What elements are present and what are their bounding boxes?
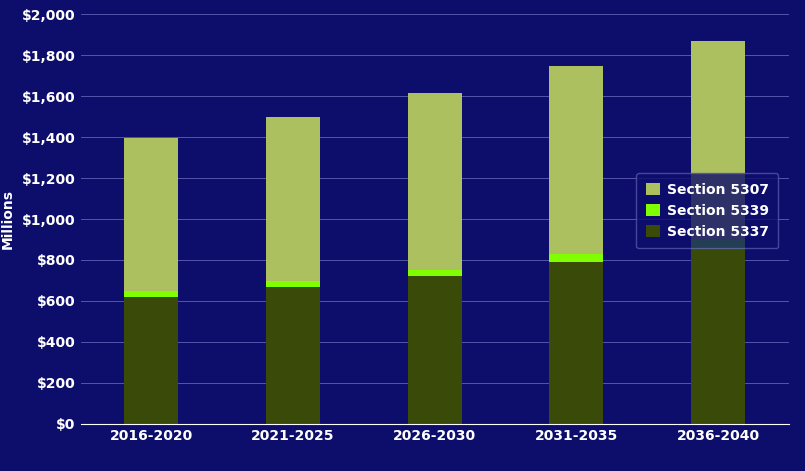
Bar	[691, 249, 745, 424]
Bar	[125, 297, 178, 424]
Bar	[408, 269, 461, 276]
Legend: Section 5307, Section 5339, Section 5337: Section 5307, Section 5339, Section 5337	[636, 173, 778, 249]
Bar	[266, 281, 320, 287]
Bar	[125, 291, 178, 297]
Bar	[408, 276, 461, 424]
Bar	[550, 262, 603, 424]
Bar	[266, 287, 320, 424]
Bar	[125, 138, 178, 291]
Bar	[691, 240, 745, 249]
Bar	[266, 116, 320, 281]
Bar	[691, 41, 745, 240]
Bar	[550, 254, 603, 262]
Y-axis label: Millions: Millions	[1, 189, 15, 249]
Bar	[408, 93, 461, 269]
Bar	[550, 66, 603, 254]
